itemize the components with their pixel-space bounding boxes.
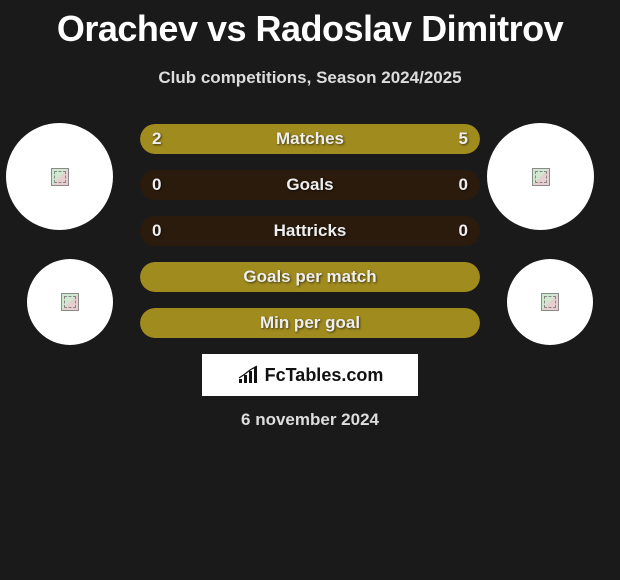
stats-panel: 25Matches 00Goals 00Hattricks Goals per mat… xyxy=(140,124,480,354)
page-title: Orachev vs Radoslav Dimitrov xyxy=(0,0,620,50)
broken-image-icon xyxy=(61,293,79,311)
stat-row: 00Hattricks xyxy=(140,216,480,246)
subtitle: Club competitions, Season 2024/2025 xyxy=(0,68,620,88)
player2-avatar[interactable] xyxy=(487,123,594,230)
club1-avatar[interactable] xyxy=(27,259,113,345)
stat-row: 00Goals xyxy=(140,170,480,200)
stat-label: Hattricks xyxy=(140,221,480,241)
date-text: 6 november 2024 xyxy=(0,410,620,430)
stat-row: 25Matches xyxy=(140,124,480,154)
broken-image-icon xyxy=(51,168,69,186)
broken-image-icon xyxy=(532,168,550,186)
stat-label: Goals per match xyxy=(140,267,480,287)
brand-icon xyxy=(237,365,261,385)
stat-row: Goals per match xyxy=(140,262,480,292)
stat-label: Goals xyxy=(140,175,480,195)
stat-label: Min per goal xyxy=(140,313,480,333)
brand-text: FcTables.com xyxy=(265,365,384,386)
stat-label: Matches xyxy=(140,129,480,149)
club2-avatar[interactable] xyxy=(507,259,593,345)
player1-avatar[interactable] xyxy=(6,123,113,230)
brand-box[interactable]: FcTables.com xyxy=(202,354,418,396)
broken-image-icon xyxy=(541,293,559,311)
stat-row: Min per goal xyxy=(140,308,480,338)
